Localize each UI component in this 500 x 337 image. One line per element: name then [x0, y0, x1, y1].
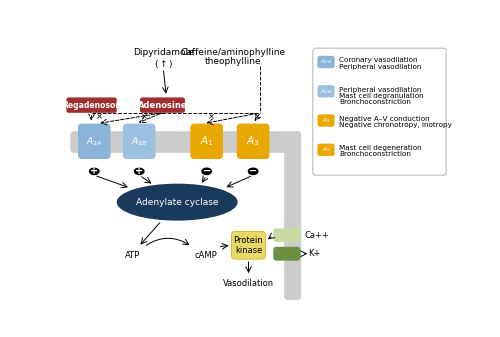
- FancyBboxPatch shape: [318, 56, 334, 68]
- Text: $A_3$: $A_3$: [246, 134, 260, 148]
- Text: cAMP: cAMP: [194, 251, 217, 261]
- Text: ×: ×: [208, 112, 215, 121]
- Text: ×: ×: [96, 112, 102, 121]
- FancyBboxPatch shape: [78, 124, 110, 159]
- Text: ATP: ATP: [124, 251, 140, 261]
- Text: Adenylate cyclase: Adenylate cyclase: [136, 197, 218, 207]
- Text: ($\uparrow$): ($\uparrow$): [154, 58, 173, 69]
- Text: theophylline: theophylline: [204, 58, 262, 66]
- Text: Negative chronotropy, inotropy: Negative chronotropy, inotropy: [339, 122, 452, 128]
- Text: +: +: [90, 166, 98, 176]
- Text: Bronchoconstriction: Bronchoconstriction: [339, 151, 411, 157]
- Text: $A_{2A}$: $A_{2A}$: [320, 58, 332, 66]
- FancyBboxPatch shape: [66, 97, 117, 113]
- Text: $A_{1}$: $A_{1}$: [322, 116, 330, 125]
- Text: Peripheral vasodilation: Peripheral vasodilation: [339, 64, 421, 69]
- FancyBboxPatch shape: [237, 124, 270, 159]
- Ellipse shape: [89, 167, 100, 175]
- Ellipse shape: [134, 167, 144, 175]
- FancyBboxPatch shape: [232, 232, 266, 259]
- FancyBboxPatch shape: [70, 131, 291, 153]
- Text: $A_{3}$: $A_{3}$: [322, 145, 330, 154]
- FancyBboxPatch shape: [284, 131, 301, 300]
- Ellipse shape: [116, 184, 238, 221]
- Text: Adenosine: Adenosine: [138, 101, 188, 110]
- FancyBboxPatch shape: [318, 85, 334, 97]
- Text: $A_{2B}$: $A_{2B}$: [131, 135, 148, 148]
- Ellipse shape: [248, 167, 258, 175]
- Text: Vasodilation: Vasodilation: [223, 279, 274, 288]
- Text: Mast cell degeneration: Mast cell degeneration: [339, 145, 422, 151]
- Text: +: +: [135, 166, 143, 176]
- Text: −: −: [249, 166, 257, 176]
- Text: $A_{2B}$: $A_{2B}$: [320, 87, 332, 96]
- Text: Dipyridamole: Dipyridamole: [133, 48, 194, 57]
- Text: $A_1$: $A_1$: [200, 134, 213, 148]
- Text: Regadenoson: Regadenoson: [62, 101, 121, 110]
- Text: ×: ×: [140, 112, 147, 121]
- FancyBboxPatch shape: [313, 48, 446, 175]
- Text: Coronary vasodilation: Coronary vasodilation: [339, 57, 417, 63]
- FancyBboxPatch shape: [274, 247, 300, 261]
- Text: Mast cell degranulation: Mast cell degranulation: [339, 93, 424, 99]
- FancyBboxPatch shape: [123, 124, 156, 159]
- Text: Bronchoconstriction: Bronchoconstriction: [339, 99, 411, 105]
- FancyBboxPatch shape: [274, 228, 300, 242]
- FancyBboxPatch shape: [318, 144, 334, 156]
- Text: K+: K+: [308, 249, 320, 258]
- Text: ×: ×: [254, 112, 262, 121]
- Text: −: −: [202, 166, 210, 176]
- Text: $A_{2A}$: $A_{2A}$: [86, 135, 102, 148]
- Text: Peripheral vasodilation: Peripheral vasodilation: [339, 87, 421, 93]
- FancyBboxPatch shape: [190, 124, 223, 159]
- Text: Ca++: Ca++: [304, 231, 329, 240]
- FancyBboxPatch shape: [318, 114, 334, 127]
- FancyBboxPatch shape: [140, 97, 185, 113]
- Text: Caffeine/aminophylline: Caffeine/aminophylline: [180, 48, 286, 57]
- Text: Negative A–V conduction: Negative A–V conduction: [339, 116, 430, 122]
- Ellipse shape: [201, 167, 212, 175]
- Text: Protein
kinase: Protein kinase: [234, 236, 264, 255]
